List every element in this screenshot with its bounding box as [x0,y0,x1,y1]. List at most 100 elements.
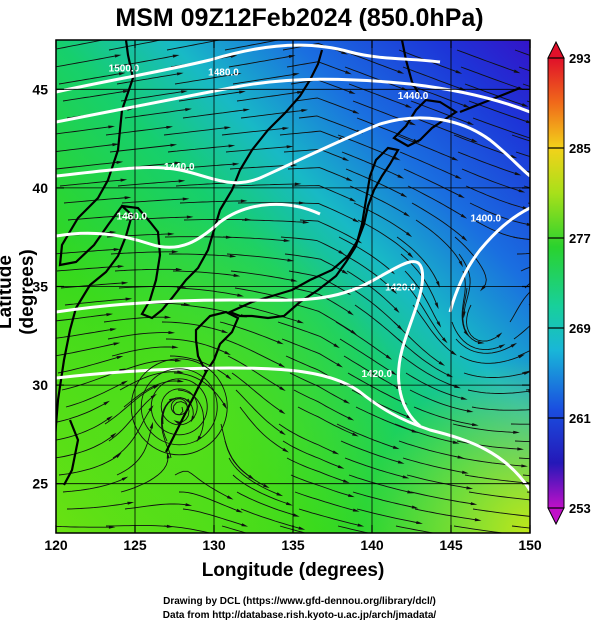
streamline [279,525,307,533]
x-tick-label: 130 [202,537,226,553]
streamline [457,151,518,175]
streamline [56,249,116,255]
wind-arrowhead [113,248,121,252]
wind-arrowhead [588,213,595,216]
x-tick-label: 135 [281,537,305,553]
wind-arrowhead [294,182,302,186]
streamline [222,236,286,242]
streamline [58,73,122,85]
streamline [221,525,248,533]
cyclone-ring [150,378,208,436]
contour-1440-north [56,116,530,185]
streamline [291,185,353,201]
streamline [453,134,514,158]
cyclone-ring [140,368,218,446]
cyclone-ring [170,398,188,416]
x-axis-label: Longitude (degrees) [201,560,385,581]
coast-korea-peninsula [121,49,324,320]
wind-arrowhead [222,402,227,410]
height-contours [56,43,530,491]
wind-arrowhead [580,460,587,463]
streamline [409,389,470,412]
wind-arrowhead [149,421,153,429]
streamline [287,167,349,180]
wind-arrowhead [462,311,466,319]
streamline [225,146,289,153]
streamline [227,355,283,390]
wind-arrowhead [166,125,173,129]
wind-arrowhead [498,344,506,349]
wind-arrowhead [279,430,286,436]
wind-arrowhead [578,249,585,252]
streamline [465,185,526,209]
wind-arrowhead [120,178,128,182]
streamline [56,55,118,68]
streamline [458,253,471,314]
wind-arrowhead [224,350,231,356]
wind-arrowhead [521,464,528,468]
x-tick-label: 145 [439,537,463,553]
streamline [234,287,297,302]
wind-arrowhead [533,515,540,518]
streamline [163,127,227,136]
streamline [281,338,340,366]
wind-arrowhead [446,373,454,378]
streamline [467,389,530,394]
streamline [510,423,530,425]
credit-dcl: Drawing by DCL (https://www.gfd-dennou.o… [163,596,436,607]
streamline [408,287,445,341]
wind-arrowhead [405,104,413,108]
wind-arrowhead [302,220,310,224]
y-tick-label: 40 [32,180,48,196]
wind-arrowhead [452,440,460,444]
streamline [239,406,286,451]
streamline [57,356,120,374]
wind-arrowhead [471,422,479,427]
streamline [394,423,456,444]
colorbar-label: 277 [569,231,591,246]
streamline [347,372,404,404]
wind-arrowhead [282,127,290,131]
streamline [286,457,346,482]
streamline [176,287,240,296]
contour-1460 [56,202,321,249]
streamline [471,406,530,411]
wind-arrowhead [177,370,184,374]
wind-arrowhead [391,288,397,295]
streamline [350,287,401,328]
streamline [116,426,153,476]
wind-arrowhead [167,232,175,236]
wind-arrowhead [583,199,590,202]
streamline [56,40,105,50]
wind-arrowhead [470,502,478,506]
streamline [517,350,530,357]
wind-arrowhead [592,226,599,229]
wind-arrowhead [572,69,579,73]
streamline [460,66,521,89]
streamline [56,161,119,170]
streamline [62,478,125,493]
streamline [223,338,282,366]
wind-arrowhead [510,154,518,159]
wind-arrowhead [510,342,518,348]
streamline [114,268,179,272]
streamline [454,236,487,289]
streamline [472,508,530,517]
wind-arrowhead [337,465,345,469]
wind-arrowhead [525,119,530,124]
streamline [337,525,371,533]
streamline [178,491,239,512]
wind-arrowhead [458,260,463,268]
streamline [401,355,457,388]
wind-arrowhead [435,281,440,288]
streamline [515,151,530,158]
streamline [344,457,406,478]
streamline [414,117,474,142]
streamline [351,389,409,418]
wind-arrowhead [518,189,526,193]
y-tick-label: 30 [32,377,48,393]
wind-arrowhead [407,252,414,259]
wind-arrowhead [574,168,581,171]
wind-arrowhead [521,103,529,107]
wind-arrowhead [113,342,121,346]
